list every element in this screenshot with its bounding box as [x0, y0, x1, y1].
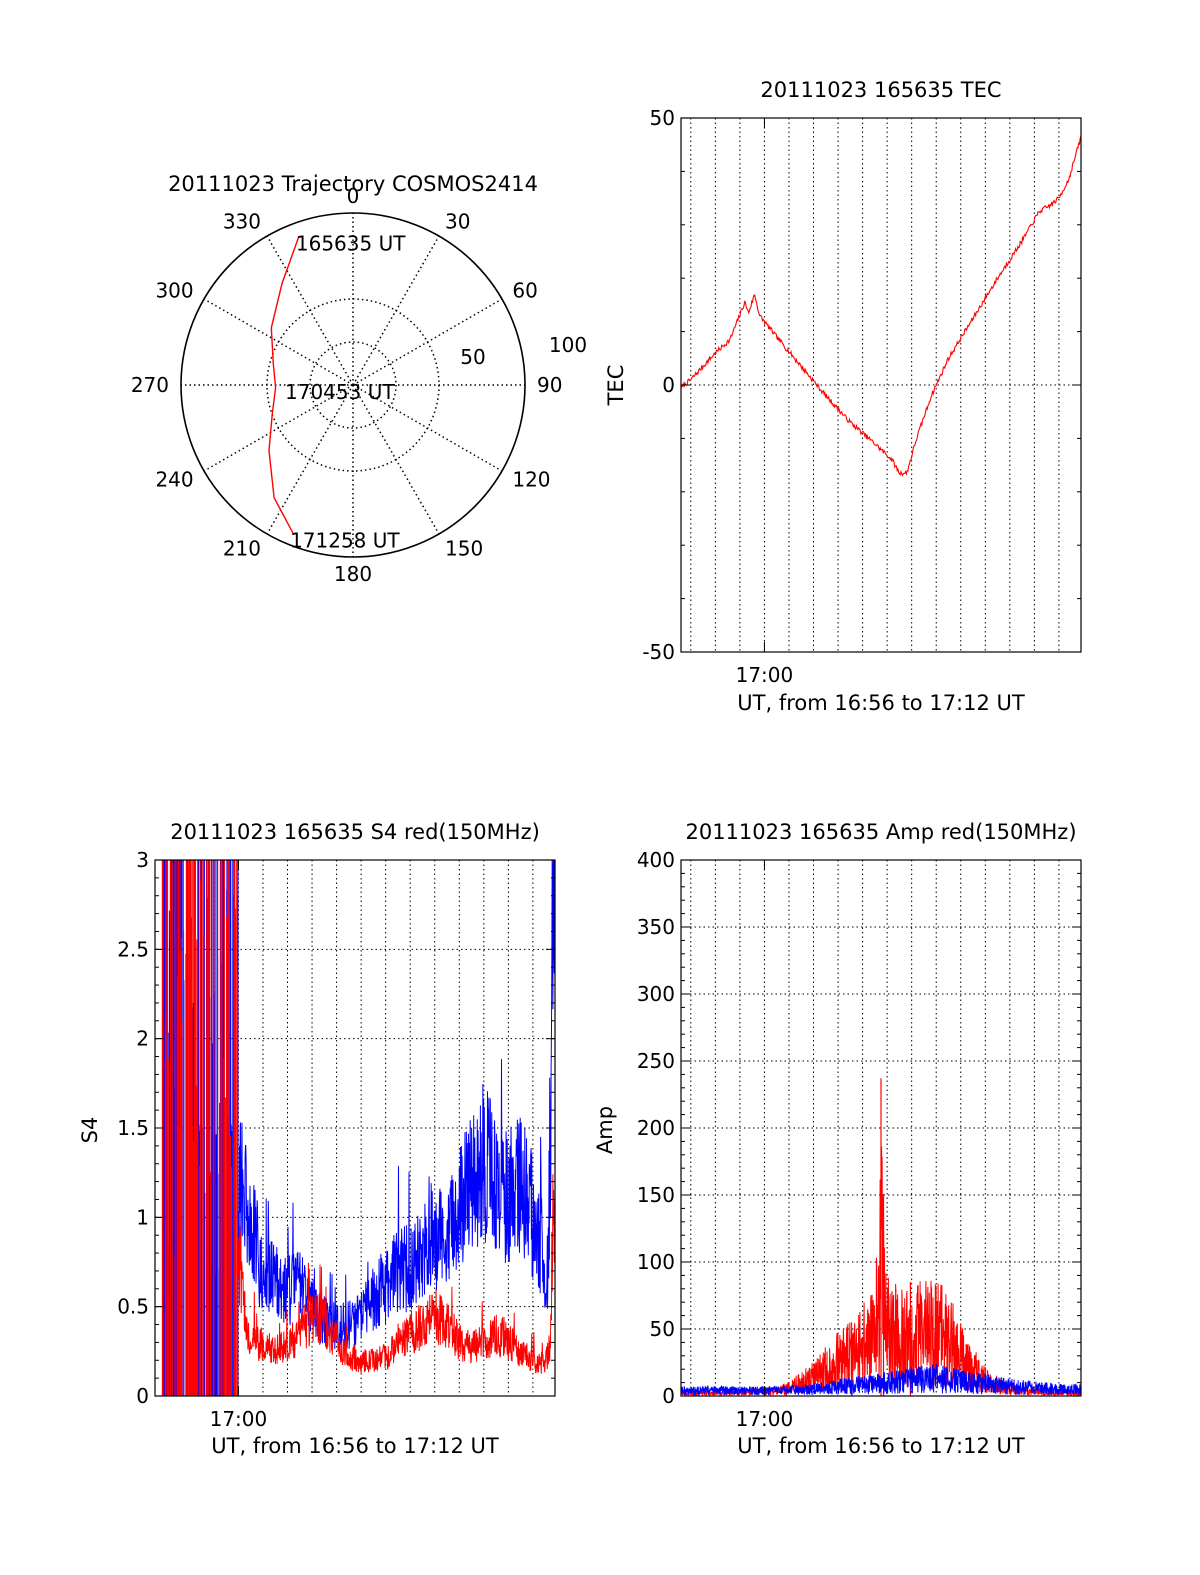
polar-spoke-150 — [352, 384, 440, 535]
tec-xlabel: UT, from 16:56 to 17:12 UT — [737, 691, 1025, 715]
polar-angle-label-0: 0 — [347, 184, 360, 208]
polar-radius-label-50: 50 — [460, 345, 485, 369]
amp-ytick-label-1: 50 — [650, 1317, 675, 1341]
polar-series — [268, 236, 300, 534]
tec-xtick-label-0: 17:00 — [736, 663, 794, 687]
tec-ytick-label-1: 0 — [662, 373, 675, 397]
s4-ytick-label-6: 3 — [136, 848, 149, 872]
s4-ytick-label-3: 1.5 — [117, 1116, 149, 1140]
trajectory-time-label-2: 171258 UT — [290, 528, 400, 552]
s4-title: 20111023 165635 S4 red(150MHz) — [170, 820, 540, 844]
s4-series — [161, 860, 555, 1396]
tec-ylabel: TEC — [604, 365, 628, 407]
polar-angle-label-270: 270 — [131, 373, 169, 397]
polar-spoke-210 — [266, 384, 354, 535]
tec-line-0 — [680, 135, 1082, 477]
polar-spoke-120 — [352, 384, 503, 472]
amp-spikes-red — [851, 1078, 911, 1396]
polar-angle-label-300: 300 — [155, 279, 193, 303]
tec-grid — [681, 117, 1081, 653]
amp-ytick-label-0: 0 — [662, 1384, 675, 1408]
polar-angle-label-30: 30 — [445, 209, 470, 233]
trajectory-time-label-1: 170453 UT — [285, 380, 395, 404]
polar-spoke-300 — [203, 298, 354, 386]
amp-series — [680, 1078, 1082, 1398]
s4-ylabel: S4 — [78, 1117, 102, 1144]
s4-ytick-label-0: 0 — [136, 1384, 149, 1408]
trajectory-panel: 20111023 Trajectory COSMOS2414 0 30 60 90 12… — [131, 172, 587, 586]
tec-ytick-label-2: -50 — [642, 640, 675, 664]
polar-angle-label-60: 60 — [512, 279, 537, 303]
amp-ytick-label-4: 200 — [637, 1116, 675, 1140]
s4-ticks: 0 0.5 1 1.5 2 2.5 3 17:00 — [117, 848, 555, 1431]
polar-angle-label-240: 240 — [155, 468, 193, 492]
polar-ring-25 — [309, 341, 397, 429]
amp-xtick-label-0: 17:00 — [736, 1407, 794, 1431]
polar-labels: 0 30 60 90 120 150 180 210 240 270 300 330 50 100 — [131, 184, 587, 586]
tec-series — [680, 135, 1082, 477]
trajectory-path-0 — [268, 236, 300, 534]
polar-angle-label-90: 90 — [537, 373, 562, 397]
amp-ytick-label-3: 150 — [637, 1183, 675, 1207]
polar-spoke-240 — [203, 384, 354, 472]
s4-panel: 20111023 165635 S4 red(150MHz) 0 0.5 1 1.5 2… — [78, 820, 556, 1458]
amp-title: 20111023 165635 Amp red(150MHz) — [685, 820, 1076, 844]
amp-ytick-label-5: 250 — [637, 1049, 675, 1073]
amp-ytick-label-6: 300 — [637, 982, 675, 1006]
polar-angle-label-330: 330 — [223, 209, 261, 233]
s4-ytick-label-5: 2.5 — [117, 937, 149, 961]
s4-ytick-label-2: 1 — [136, 1205, 149, 1229]
amp-ylabel: Amp — [593, 1106, 617, 1154]
polar-spoke-330 — [266, 235, 354, 386]
polar-spoke-60 — [352, 298, 503, 386]
s4-ytick-label-1: 0.5 — [117, 1295, 149, 1319]
amp-ticks: 0 50 100 150 200 250 300 350 400 17:00 — [637, 848, 1081, 1431]
polar-angle-label-210: 210 — [223, 537, 261, 561]
s4-line-red — [237, 1174, 555, 1375]
s4-burst-red — [161, 860, 239, 1396]
trajectory-time-label-0: 165635 UT — [296, 231, 406, 255]
tec-panel: 20111023 165635 TEC 50 0 -50 17:00 UT, from… — [604, 78, 1082, 715]
amp-panel: 20111023 165635 Amp red(150MHz) 0 50 100 15… — [593, 820, 1082, 1458]
amp-ytick-label-7: 350 — [637, 915, 675, 939]
polar-spoke-30 — [352, 235, 440, 386]
polar-angle-label-120: 120 — [512, 468, 550, 492]
amp-ytick-label-2: 100 — [637, 1250, 675, 1274]
trajectory-title: 20111023 Trajectory COSMOS2414 — [168, 172, 538, 196]
s4-xtick-label-0: 17:00 — [210, 1407, 268, 1431]
tec-ytick-label-0: 50 — [650, 106, 675, 130]
s4-line-blue — [237, 860, 555, 1350]
tec-title: 20111023 165635 TEC — [760, 78, 1001, 102]
polar-angle-label-180: 180 — [334, 562, 372, 586]
tec-ticks: 50 0 -50 17:00 — [642, 106, 1081, 687]
polar-radius-label-100: 100 — [549, 333, 587, 357]
amp-ytick-label-8: 400 — [637, 848, 675, 872]
polar-angle-label-150: 150 — [445, 537, 483, 561]
s4-ytick-label-4: 2 — [136, 1027, 149, 1051]
s4-xlabel: UT, from 16:56 to 17:12 UT — [211, 1434, 499, 1458]
amp-xlabel: UT, from 16:56 to 17:12 UT — [737, 1434, 1025, 1458]
polar-annotations: 165635 UT 170453 UT 171258 UT — [285, 231, 406, 552]
amp-line-blue — [680, 1364, 1082, 1397]
polar-grid — [180, 212, 526, 558]
